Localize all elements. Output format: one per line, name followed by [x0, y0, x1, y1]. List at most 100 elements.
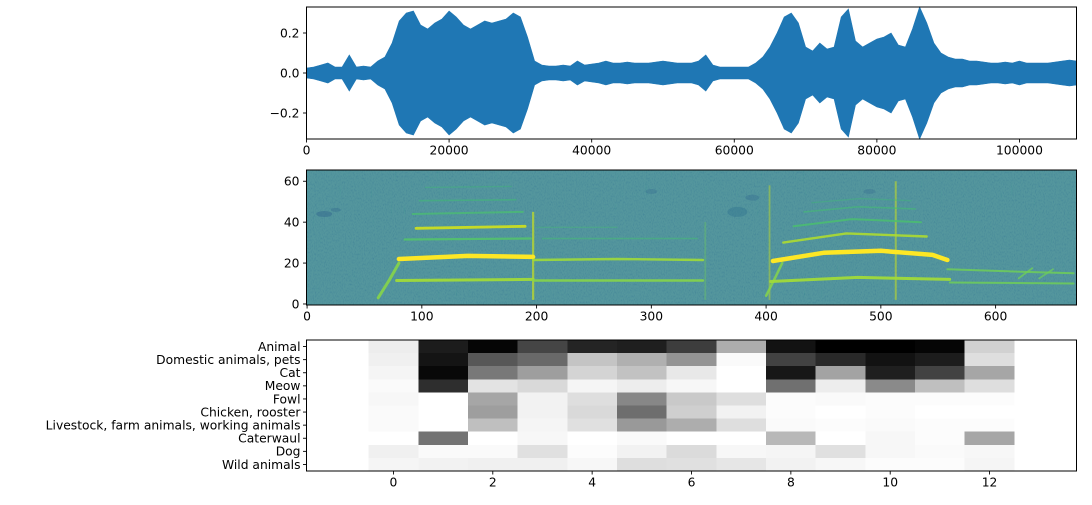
score-cell — [567, 392, 618, 406]
score-cell — [716, 444, 767, 459]
x-tick-label: 600 — [984, 310, 1007, 324]
score-cell — [418, 405, 469, 419]
score-cell — [467, 431, 518, 446]
x-tick-label: 100000 — [996, 144, 1043, 158]
score-cell — [567, 431, 618, 446]
score-cell — [616, 444, 667, 459]
score-cell — [467, 353, 518, 367]
score-cell — [766, 457, 816, 472]
score-cell — [517, 366, 568, 380]
y-tick-label: 20 — [284, 256, 300, 270]
score-cell — [964, 431, 1015, 446]
score-cell — [567, 353, 618, 367]
score-cell — [666, 457, 717, 472]
score-cell — [517, 392, 568, 406]
class-label: Domestic animals, pets — [156, 353, 300, 367]
x-tick-label: 60000 — [715, 144, 754, 158]
x-tick-label: 100 — [410, 310, 433, 324]
score-cell — [368, 418, 419, 432]
dark-blotch — [316, 210, 333, 217]
score-cell — [865, 444, 916, 459]
x-tick-label: 4 — [588, 476, 596, 490]
score-cell — [915, 431, 966, 446]
harmonic-band — [792, 218, 922, 228]
score-cell — [716, 392, 767, 406]
class-label: Wild animals — [222, 458, 301, 472]
y-tick-label: 0.0 — [280, 66, 300, 80]
score-cell — [567, 444, 618, 459]
harmonic-band — [531, 257, 705, 262]
score-cell — [467, 340, 518, 354]
score-cell — [964, 366, 1015, 380]
score-cell — [666, 366, 717, 380]
harmonic-band — [1038, 268, 1054, 280]
score-cell — [368, 379, 419, 393]
x-tick-label: 0 — [390, 476, 398, 490]
score-cell — [915, 392, 966, 406]
score-cell — [716, 457, 767, 472]
x-tick-label: 8 — [787, 476, 795, 490]
score-cell — [766, 340, 816, 354]
score-cell — [368, 366, 419, 380]
score-cell — [567, 457, 618, 472]
score-cell — [766, 405, 816, 419]
harmonic-band — [803, 206, 917, 213]
score-cell — [517, 431, 568, 446]
y-tick-label: 0 — [292, 297, 300, 311]
score-cell — [865, 353, 916, 367]
y-tick-label: 0.2 — [280, 26, 300, 40]
score-cell — [915, 405, 966, 419]
score-cell — [368, 457, 419, 472]
score-cell — [666, 392, 717, 406]
score-cell — [368, 444, 419, 459]
harmonic-band — [424, 185, 512, 189]
score-cell — [467, 444, 518, 459]
score-cell — [616, 457, 667, 472]
score-cell — [915, 418, 966, 432]
score-cell — [716, 418, 767, 432]
score-cell — [517, 340, 568, 354]
harmonic-band — [948, 281, 1075, 285]
score-cell — [815, 340, 866, 354]
score-cell — [766, 431, 816, 446]
score-cell — [467, 392, 518, 406]
score-cell — [517, 457, 568, 472]
score-cell — [915, 366, 966, 380]
score-cell — [865, 405, 916, 419]
harmonic-band — [811, 197, 912, 204]
score-cell — [815, 405, 866, 419]
score-cell — [865, 457, 916, 472]
score-cell — [766, 418, 816, 432]
score-cell — [517, 379, 568, 393]
score-cell — [517, 418, 568, 432]
score-cell — [915, 353, 966, 367]
score-cell — [915, 340, 966, 354]
x-tick-label: 40000 — [572, 144, 611, 158]
score-cell — [915, 444, 966, 459]
score-cell — [716, 340, 767, 354]
x-tick-label: 400 — [754, 310, 777, 324]
x-tick-label: 12 — [982, 476, 998, 490]
score-cell — [964, 353, 1015, 367]
dark-blotch — [745, 194, 760, 201]
y-tick-label: 60 — [284, 175, 300, 189]
harmonic-band — [769, 275, 952, 283]
score-cell — [418, 379, 469, 393]
score-cell — [517, 405, 568, 419]
score-cell — [766, 392, 816, 406]
score-cell — [616, 340, 667, 354]
score-cell — [964, 418, 1015, 432]
score-cell — [815, 353, 866, 367]
score-cell — [666, 379, 717, 393]
score-cell — [567, 366, 618, 380]
score-cell — [616, 431, 667, 446]
harmonic-band — [396, 253, 536, 262]
harmonic-band — [395, 277, 535, 282]
score-cell — [815, 379, 866, 393]
x-tick-label: 2 — [489, 476, 497, 490]
score-cell — [766, 366, 816, 380]
y-tick-label: −0.2 — [270, 106, 300, 120]
x-tick-label: 300 — [640, 310, 663, 324]
harmonic-band — [411, 210, 524, 215]
